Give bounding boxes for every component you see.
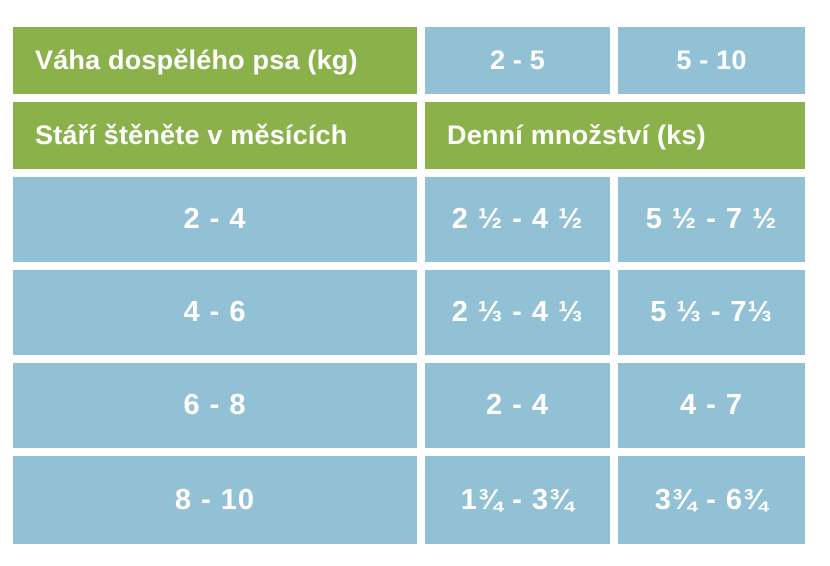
amount-cell: 2 ½ - 4 ½ [425, 177, 610, 262]
amount-cell: 5 ½ - 7 ½ [618, 177, 805, 262]
puppy-feeding-table: Váha dospělého psa (kg) 2 - 5 5 - 10 Stá… [13, 27, 805, 544]
amount-cell: 1¾ - 3¾ [425, 456, 610, 544]
age-range-cell: 4 - 6 [13, 270, 417, 355]
weight-range-2-5-cell: 2 - 5 [425, 27, 610, 94]
age-range-cell: 8 - 10 [13, 456, 417, 544]
age-header-cell: Stáří štěněte v měsících [13, 102, 417, 169]
daily-amount-header-cell: Denní množství (ks) [425, 102, 805, 169]
weight-header-cell: Váha dospělého psa (kg) [13, 27, 417, 94]
amount-cell: 4 - 7 [618, 363, 805, 448]
amount-cell: 2 - 4 [425, 363, 610, 448]
age-range-cell: 2 - 4 [13, 177, 417, 262]
weight-range-5-10-cell: 5 - 10 [618, 27, 805, 94]
amount-cell: 2 ⅓ - 4 ⅓ [425, 270, 610, 355]
age-range-cell: 6 - 8 [13, 363, 417, 448]
amount-cell: 5 ⅓ - 7⅓ [618, 270, 805, 355]
amount-cell: 3¾ - 6¾ [618, 456, 805, 544]
